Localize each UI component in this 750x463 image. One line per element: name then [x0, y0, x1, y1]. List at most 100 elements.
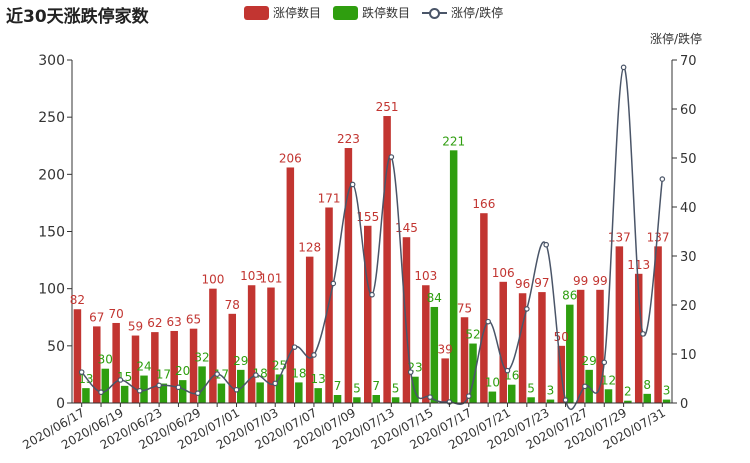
- y-right-tick-label: 10: [680, 348, 697, 363]
- limit-up-bar: [615, 246, 624, 403]
- limit-down-value-label: 5: [527, 381, 535, 395]
- limit-up-value-label: 97: [534, 276, 549, 290]
- y-right-tick-label: 20: [680, 299, 697, 314]
- limit-down-bar: [624, 400, 632, 403]
- limit-up-bar: [634, 273, 643, 403]
- limit-down-value-label: 221: [442, 134, 465, 148]
- ratio-point: [349, 181, 356, 188]
- y-left-tick-label: 0: [56, 396, 65, 412]
- legend-label-limit-up: 涨停数目: [273, 6, 322, 20]
- limit-up-bar: [654, 246, 662, 403]
- limit-up-value-label: 155: [356, 210, 379, 224]
- limit-up-value-label: 39: [438, 342, 453, 356]
- limit-down-bar: [643, 393, 651, 403]
- y-left-tick-label: 200: [38, 167, 65, 183]
- ratio-point: [78, 369, 85, 375]
- ratio-point: [156, 382, 162, 389]
- limit-up-value-label: 223: [337, 132, 360, 146]
- limit-up-value-label: 62: [147, 316, 162, 330]
- limit-up-value-label: 59: [128, 320, 143, 334]
- limit-down-bar: [159, 383, 168, 403]
- x-axis: 2020/06/172020/06/192020/06/232020/06/29…: [20, 402, 672, 452]
- limit-up-value-label: 103: [240, 269, 263, 283]
- limit-up-bar: [93, 326, 101, 403]
- ratio-point: [233, 386, 240, 393]
- limit-up-value-label: 145: [395, 221, 418, 235]
- limit-up-value-label: 103: [414, 269, 437, 283]
- limit-up-bar: [480, 213, 488, 403]
- limit-down-bar: [604, 389, 613, 403]
- limit-up-bar: [422, 285, 430, 403]
- limit-down-bar: [101, 368, 110, 403]
- limit-up-value-label: 70: [108, 307, 123, 321]
- limit-down-value-label: 17: [156, 368, 171, 382]
- legend: 涨停数目 跌停数目 涨停/跌停: [244, 4, 503, 21]
- limit-up-bar: [151, 332, 159, 403]
- limit-up-value-label: 100: [201, 273, 224, 287]
- y-right-tick-label: 50: [680, 152, 697, 167]
- limit-down-bar: [178, 380, 187, 403]
- limit-down-bar: [217, 383, 226, 403]
- limit-down-value-label: 52: [465, 328, 480, 342]
- bar-labels-group: 8213673070155924621763206532100177829103…: [70, 100, 671, 399]
- limit-down-value-label: 32: [194, 350, 209, 364]
- limit-up-value-label: 67: [89, 310, 104, 324]
- limit-up-bar: [267, 287, 275, 403]
- limit-up-value-label: 50: [554, 330, 569, 344]
- limit-up-value-label: 65: [186, 313, 201, 327]
- limit-down-value-label: 10: [485, 376, 500, 390]
- limit-up-value-label: 101: [260, 272, 283, 286]
- y-right-tick-label: 60: [680, 103, 697, 118]
- limit-up-bar: [228, 313, 237, 403]
- limit-down-value-label: 5: [353, 381, 361, 395]
- limit-up-bar: [383, 116, 391, 404]
- limit-up-value-label: 137: [608, 230, 631, 244]
- y-right-tick-label: 0: [680, 397, 688, 412]
- ratio-point: [543, 241, 549, 248]
- limit-down-bar: [566, 304, 574, 403]
- limit-down-value-label: 84: [427, 291, 442, 305]
- ratio-line-group: [78, 64, 666, 410]
- y-left-tick-label: 250: [38, 110, 65, 126]
- ratio-point: [330, 280, 337, 287]
- ratio-point: [291, 344, 298, 350]
- limit-down-bar: [120, 385, 129, 403]
- limit-down-bar: [198, 366, 206, 403]
- limit-down-bar: [430, 306, 439, 403]
- limit-up-bar: [576, 289, 585, 403]
- chart-title: 近30天涨跌停家数: [6, 7, 149, 27]
- ratio-point: [311, 352, 317, 358]
- ratio-line-icon: [422, 6, 448, 20]
- limit-up-value-label: 137: [647, 230, 670, 244]
- ratio-point: [136, 387, 143, 394]
- ratio-point: [98, 389, 104, 396]
- limit-up-value-label: 171: [318, 191, 341, 205]
- y-left-tick-label: 150: [38, 225, 65, 241]
- ratio-point: [195, 390, 201, 397]
- limit-down-value-label: 7: [334, 379, 342, 393]
- limit-up-bar: [364, 225, 372, 403]
- limit-down-bar: [295, 382, 303, 403]
- limit-up-value-label: 113: [627, 258, 650, 272]
- ratio-point: [601, 359, 608, 366]
- limit-down-value-label: 5: [392, 381, 400, 395]
- legend-item-ratio[interactable]: 涨停/跌停: [422, 4, 503, 21]
- y-axis-left: 0 50 100 150 200 250 300: [38, 53, 73, 412]
- legend-item-limit-down[interactable]: 跌停数目: [333, 4, 410, 21]
- limit-up-value-label: 82: [70, 293, 85, 307]
- limit-up-bar: [286, 167, 295, 403]
- limit-up-bar: [596, 289, 604, 403]
- limit-down-bar: [527, 397, 535, 403]
- limit-up-bar: [441, 358, 449, 403]
- right-axis-name: 涨停/跌停: [650, 31, 702, 46]
- ratio-point: [253, 372, 259, 378]
- limit-up-value-label: 63: [167, 315, 182, 329]
- limit-down-bar: [469, 343, 477, 403]
- legend-item-limit-up[interactable]: 涨停数目: [244, 4, 321, 21]
- limit-down-value-label: 24: [136, 360, 151, 374]
- limit-up-bar: [305, 256, 314, 403]
- y-right-tick-label: 70: [680, 54, 697, 69]
- limit-up-bar: [518, 293, 527, 403]
- limit-down-bar: [372, 394, 380, 403]
